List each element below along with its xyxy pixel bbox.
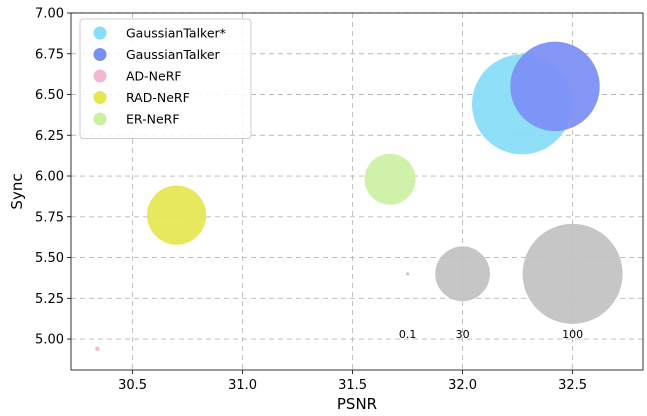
legend-marker <box>93 26 107 40</box>
plot-frame <box>70 12 644 371</box>
x-axis-title: PSNR <box>337 395 377 413</box>
axis-ticks: 30.5 31.0 31.5 32.0 32.5 5.00 5.25 5.50 5.75 6.00… <box>35 7 587 394</box>
legend-label: GaussianTalker* <box>126 26 226 41</box>
y-tick-label: 5.00 <box>35 333 64 348</box>
size-reference-bubble <box>406 272 410 276</box>
legend-label: RAD-NeRF <box>126 90 190 105</box>
bubbles <box>95 41 600 352</box>
legend: GaussianTalker* GaussianTalker AD-NeRF RAD-… <box>79 18 252 139</box>
bubble-point <box>147 185 207 245</box>
legend-label: AD-NeRF <box>126 69 182 84</box>
y-tick-label: 5.50 <box>35 251 64 266</box>
size-reference-bubble <box>435 246 490 302</box>
x-tick-label: 32.5 <box>558 378 587 393</box>
y-tick-label: 6.75 <box>35 47 64 62</box>
legend-label: ER-NeRF <box>126 112 180 127</box>
y-tick-label: 6.50 <box>35 88 64 103</box>
size-reference-bubble <box>522 223 623 324</box>
y-tick-label: 7.00 <box>35 7 64 22</box>
y-axis-title: Sync <box>8 173 26 209</box>
x-tick-label: 32.0 <box>448 378 477 393</box>
size-reference: 0.1 30 100 <box>399 223 623 341</box>
size-reference-label: 30 <box>456 328 470 341</box>
legend-marker <box>93 91 107 104</box>
y-tick-label: 6.00 <box>35 170 64 185</box>
size-reference-label: 100 <box>562 328 583 341</box>
y-tick-label: 6.25 <box>35 129 64 144</box>
bubble-point <box>364 153 416 205</box>
x-tick-label: 30.5 <box>118 378 147 393</box>
x-tick-label: 31.5 <box>338 378 367 393</box>
x-tick-label: 31.0 <box>228 378 257 393</box>
bubble-point <box>510 41 600 132</box>
legend-marker <box>93 112 107 126</box>
bubble-point <box>95 346 100 352</box>
y-tick-label: 5.25 <box>35 292 64 307</box>
y-tick-label: 5.75 <box>35 210 64 225</box>
legend-label: GaussianTalker <box>126 47 221 62</box>
legend-marker <box>93 69 107 83</box>
legend-box <box>79 18 252 139</box>
legend-marker <box>93 48 107 61</box>
size-reference-label: 0.1 <box>399 328 417 341</box>
